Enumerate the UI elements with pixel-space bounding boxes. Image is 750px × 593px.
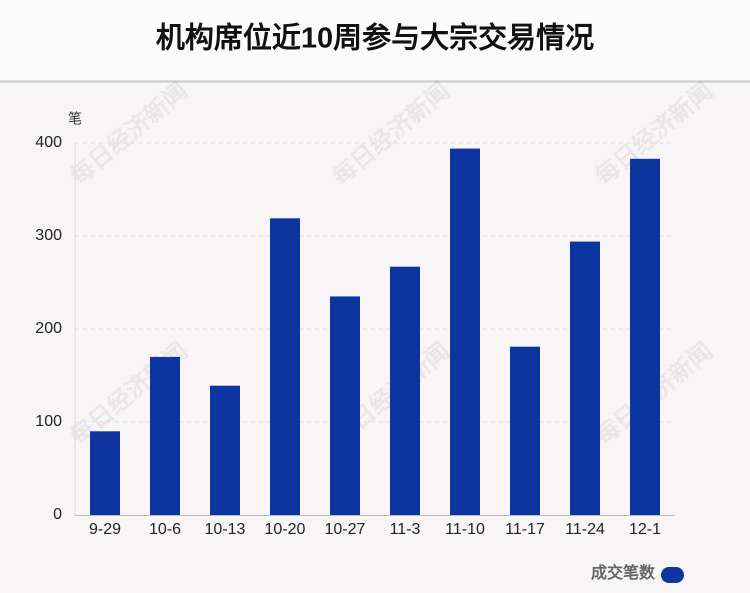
header-band — [0, 0, 750, 81]
bar — [150, 356, 180, 515]
x-tick-label: 10-27 — [325, 521, 366, 538]
legend-swatch — [661, 567, 684, 583]
bar — [510, 346, 540, 515]
x-tick-label: 10-20 — [265, 521, 306, 538]
legend-label: 成交笔数 — [591, 563, 656, 582]
y-tick-label: 300 — [35, 227, 62, 244]
y-tick-label: 0 — [53, 506, 62, 523]
bar — [210, 385, 240, 515]
y-tick-label: 200 — [35, 320, 62, 337]
x-tick-label: 11-24 — [565, 521, 605, 538]
chart-title: 机构席位近10周参与大宗交易情况 — [156, 21, 594, 55]
x-tick-label: 10-6 — [149, 521, 181, 538]
bar — [570, 241, 600, 515]
x-tick-label: 11-3 — [390, 521, 421, 538]
x-tick-label: 11-17 — [505, 521, 545, 538]
bar — [330, 296, 360, 515]
bar — [90, 431, 120, 515]
y-tick-label: 100 — [35, 413, 62, 430]
x-tick-label: 10-13 — [205, 521, 246, 538]
x-tick-label: 11-10 — [445, 521, 485, 538]
bar — [270, 218, 300, 515]
x-tick-label: 9-29 — [89, 521, 121, 538]
bar — [630, 158, 660, 515]
x-tick-label: 12-1 — [629, 521, 661, 538]
y-unit: 笔 — [68, 111, 82, 127]
bar — [390, 266, 420, 515]
bar — [450, 148, 480, 515]
y-tick-label: 400 — [35, 134, 62, 151]
